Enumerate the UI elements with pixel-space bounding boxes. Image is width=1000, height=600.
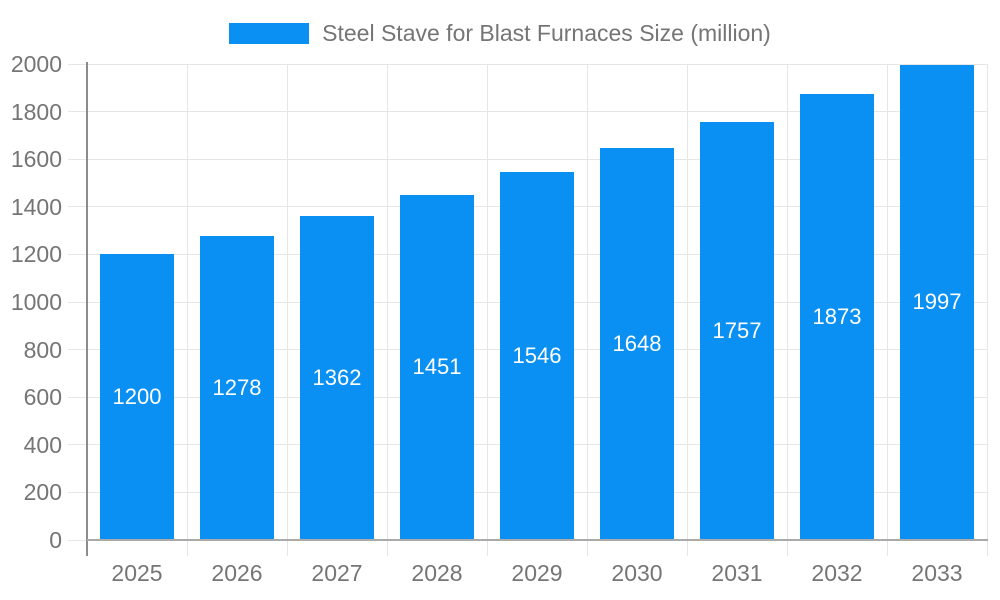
x-tick-label: 2027	[311, 560, 363, 586]
y-tick-label: 1400	[10, 193, 62, 220]
bar	[200, 235, 274, 540]
x-tick-label: 2031	[711, 560, 763, 586]
x-gridline	[286, 64, 288, 556]
x-tick-label: 2030	[611, 560, 663, 586]
y-tick-label: 1200	[10, 241, 62, 268]
bar-value-label: 1648	[612, 330, 662, 356]
y-tick-label: 800	[23, 336, 62, 363]
x-gridline	[786, 64, 788, 556]
x-tick-label: 2025	[111, 560, 163, 586]
bar	[400, 194, 474, 540]
x-gridline	[486, 64, 488, 556]
bar-value-label: 1200	[112, 384, 162, 410]
y-tick-label: 1600	[10, 146, 62, 173]
x-tick-label: 2026	[211, 560, 263, 586]
bar-value-label: 1997	[912, 289, 962, 315]
legend-swatch	[229, 22, 310, 44]
y-tick-label: 1800	[10, 98, 62, 125]
bar-value-label: 1451	[412, 354, 462, 380]
bar	[300, 215, 374, 540]
bar	[500, 172, 574, 540]
x-tick-label: 2032	[811, 560, 863, 586]
bar	[700, 121, 774, 540]
bar-value-label: 1278	[212, 374, 262, 400]
y-gridline	[68, 63, 987, 65]
x-tick-label: 2028	[411, 560, 463, 586]
bar-value-label: 1546	[512, 343, 562, 369]
y-tick-label: 200	[23, 479, 62, 506]
x-gridline	[886, 64, 888, 556]
y-tick-label: 2000	[10, 51, 62, 77]
x-gridline	[386, 64, 388, 556]
bar-value-label: 1873	[812, 304, 862, 330]
x-gridline	[586, 64, 588, 556]
x-gridline	[686, 64, 688, 556]
bar	[600, 147, 674, 540]
x-axis-line	[87, 539, 988, 541]
bar-value-label: 1757	[712, 317, 762, 343]
y-tick-label: 1000	[10, 289, 62, 315]
y-axis-line	[86, 62, 88, 556]
y-tick-label: 0	[49, 527, 62, 553]
x-tick-label: 2033	[911, 560, 963, 586]
chart-legend: Steel Stave for Blast Furnaces Size (mil…	[0, 19, 1000, 47]
bar-value-label: 1362	[312, 364, 362, 390]
legend-label: Steel Stave for Blast Furnaces Size (mil…	[322, 20, 771, 46]
y-tick-label: 400	[23, 431, 62, 458]
x-gridline	[986, 64, 988, 556]
bar	[900, 64, 974, 540]
x-gridline	[186, 64, 188, 556]
y-gridline	[68, 111, 987, 113]
y-gridline	[68, 158, 987, 160]
bar	[100, 254, 174, 540]
bar	[800, 94, 874, 540]
y-tick-label: 600	[23, 384, 62, 411]
x-tick-label: 2029	[511, 560, 563, 586]
